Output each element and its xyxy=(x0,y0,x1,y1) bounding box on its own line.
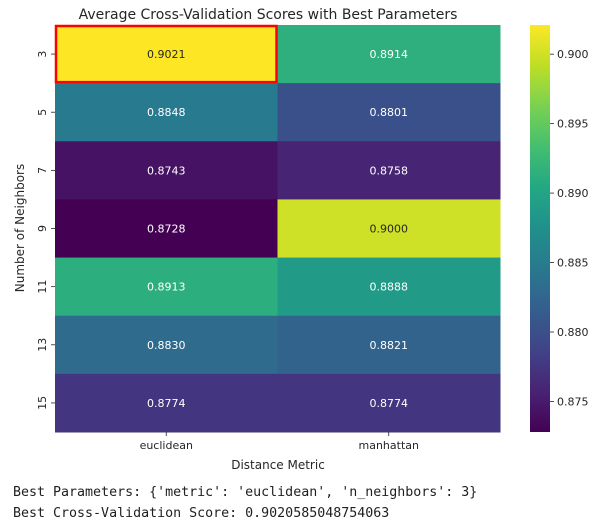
heatmap-cell xyxy=(277,25,501,84)
x-axis-ticks: euclidean manhattan xyxy=(140,432,419,452)
heatmap-chart: Average Cross-Validation Scores with Bes… xyxy=(13,7,589,472)
y-tick-label: 9 xyxy=(36,225,49,232)
colorbar-ticks: 0.900 0.895 0.890 0.885 0.880 0.875 xyxy=(550,48,589,408)
cell-value-label: 0.8774 xyxy=(370,397,409,410)
cell-value-label: 0.8801 xyxy=(370,106,409,119)
y-tick-label: 11 xyxy=(36,280,49,294)
heatmap-cell xyxy=(55,199,278,259)
x-axis-label: Distance Metric xyxy=(231,458,325,472)
best-score-output: Best Cross-Validation Score: 0.902058504… xyxy=(13,506,390,521)
y-tick-label: 5 xyxy=(36,109,49,116)
cell-value-label: 0.8774 xyxy=(147,397,186,410)
heatmap-cell xyxy=(277,141,501,200)
y-tick-label: 3 xyxy=(36,51,49,58)
colorbar-tick-label: 0.890 xyxy=(557,187,589,200)
cell-value-label: 0.8758 xyxy=(370,164,409,177)
best-cell-highlight xyxy=(54,24,278,84)
heatmap-cell xyxy=(55,257,278,317)
cell-value-label: 0.8913 xyxy=(147,281,186,294)
heatmap-cell xyxy=(277,373,501,433)
heatmap-cell xyxy=(55,315,278,375)
heatmap-cell-labels: 0.9021 0.8914 0.8848 0.8801 0.8743 0.8758 0.87… xyxy=(147,48,408,410)
cell-value-label: 0.8888 xyxy=(370,281,409,294)
heatmap-cell xyxy=(55,83,278,142)
cell-value-label: 0.8830 xyxy=(147,339,186,352)
colorbar-tick-label: 0.885 xyxy=(557,257,589,270)
cell-value-label: 0.8821 xyxy=(370,339,409,352)
y-tick-label: 15 xyxy=(36,396,49,410)
heatmap-cell xyxy=(55,373,278,433)
chart-title: Average Cross-Validation Scores with Bes… xyxy=(79,7,458,23)
y-tick-label: 13 xyxy=(36,338,49,352)
cell-value-label: 0.9000 xyxy=(370,223,409,236)
cell-value-label: 0.8743 xyxy=(147,164,186,177)
cell-value-label: 0.9021 xyxy=(147,48,186,61)
best-parameters-output: Best Parameters: {'metric': 'euclidean',… xyxy=(13,485,478,500)
y-axis-label: Number of Neighbors xyxy=(13,164,27,292)
colorbar xyxy=(530,25,550,432)
heatmap-cell xyxy=(277,83,501,142)
y-tick-label: 7 xyxy=(36,167,49,174)
heatmap-cell xyxy=(55,141,278,200)
heatmap-cell xyxy=(277,199,501,259)
heatmap-cell xyxy=(277,257,501,317)
x-tick-label: euclidean xyxy=(140,439,193,452)
heatmap-cell xyxy=(55,25,278,84)
colorbar-tick-label: 0.895 xyxy=(557,118,589,131)
cell-value-label: 0.8728 xyxy=(147,223,186,236)
heatmap-cell xyxy=(277,315,501,375)
y-axis-ticks: 3 5 7 9 11 13 15 xyxy=(36,51,55,410)
cell-value-label: 0.8914 xyxy=(370,48,409,61)
colorbar-tick-label: 0.880 xyxy=(557,326,589,339)
colorbar-tick-label: 0.900 xyxy=(557,48,589,61)
colorbar-tick-label: 0.875 xyxy=(557,395,589,408)
cell-value-label: 0.8848 xyxy=(147,106,186,119)
x-tick-label: manhattan xyxy=(359,439,420,452)
heatmap-cells xyxy=(55,25,501,433)
